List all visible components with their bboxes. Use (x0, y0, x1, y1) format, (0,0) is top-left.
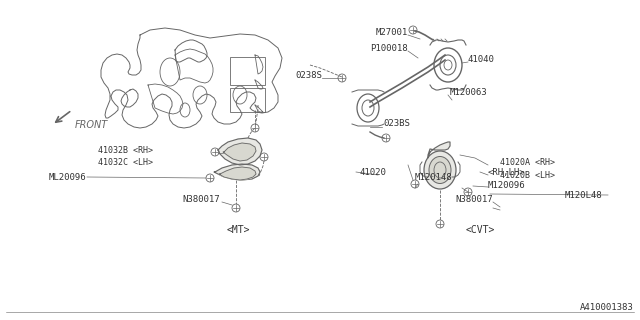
Text: 41032B <RH>: 41032B <RH> (98, 146, 153, 155)
Text: M27001: M27001 (376, 28, 408, 36)
Text: <CVT>: <CVT> (465, 225, 495, 235)
Text: A410001383: A410001383 (580, 303, 634, 313)
Ellipse shape (429, 156, 451, 183)
Polygon shape (223, 143, 256, 161)
Bar (230, 88, 265, 112)
Text: ML20096: ML20096 (49, 172, 86, 181)
Text: 41020B <LH>: 41020B <LH> (500, 171, 555, 180)
Ellipse shape (424, 151, 456, 189)
Polygon shape (428, 142, 450, 158)
Text: 023BS: 023BS (383, 118, 410, 127)
Polygon shape (219, 167, 256, 180)
Polygon shape (218, 138, 262, 165)
Text: FRONT: FRONT (75, 120, 108, 130)
Text: N380017: N380017 (456, 196, 493, 204)
Text: N380017: N380017 (182, 196, 220, 204)
Text: 0238S: 0238S (295, 70, 322, 79)
Text: 41020A <RH>: 41020A <RH> (500, 157, 555, 166)
Text: M120148: M120148 (415, 172, 452, 181)
Bar (230, 57, 265, 85)
Text: 41032C <LH>: 41032C <LH> (98, 157, 153, 166)
Text: M120063: M120063 (450, 87, 488, 97)
Text: 41020: 41020 (359, 167, 386, 177)
Text: <MT>: <MT> (227, 225, 250, 235)
Text: 41040: 41040 (468, 54, 495, 63)
Text: P100018: P100018 (371, 44, 408, 52)
Text: <RH,LH>: <RH,LH> (488, 167, 525, 177)
Polygon shape (214, 164, 260, 180)
Text: M120L48: M120L48 (565, 190, 603, 199)
Text: M120096: M120096 (488, 180, 525, 189)
